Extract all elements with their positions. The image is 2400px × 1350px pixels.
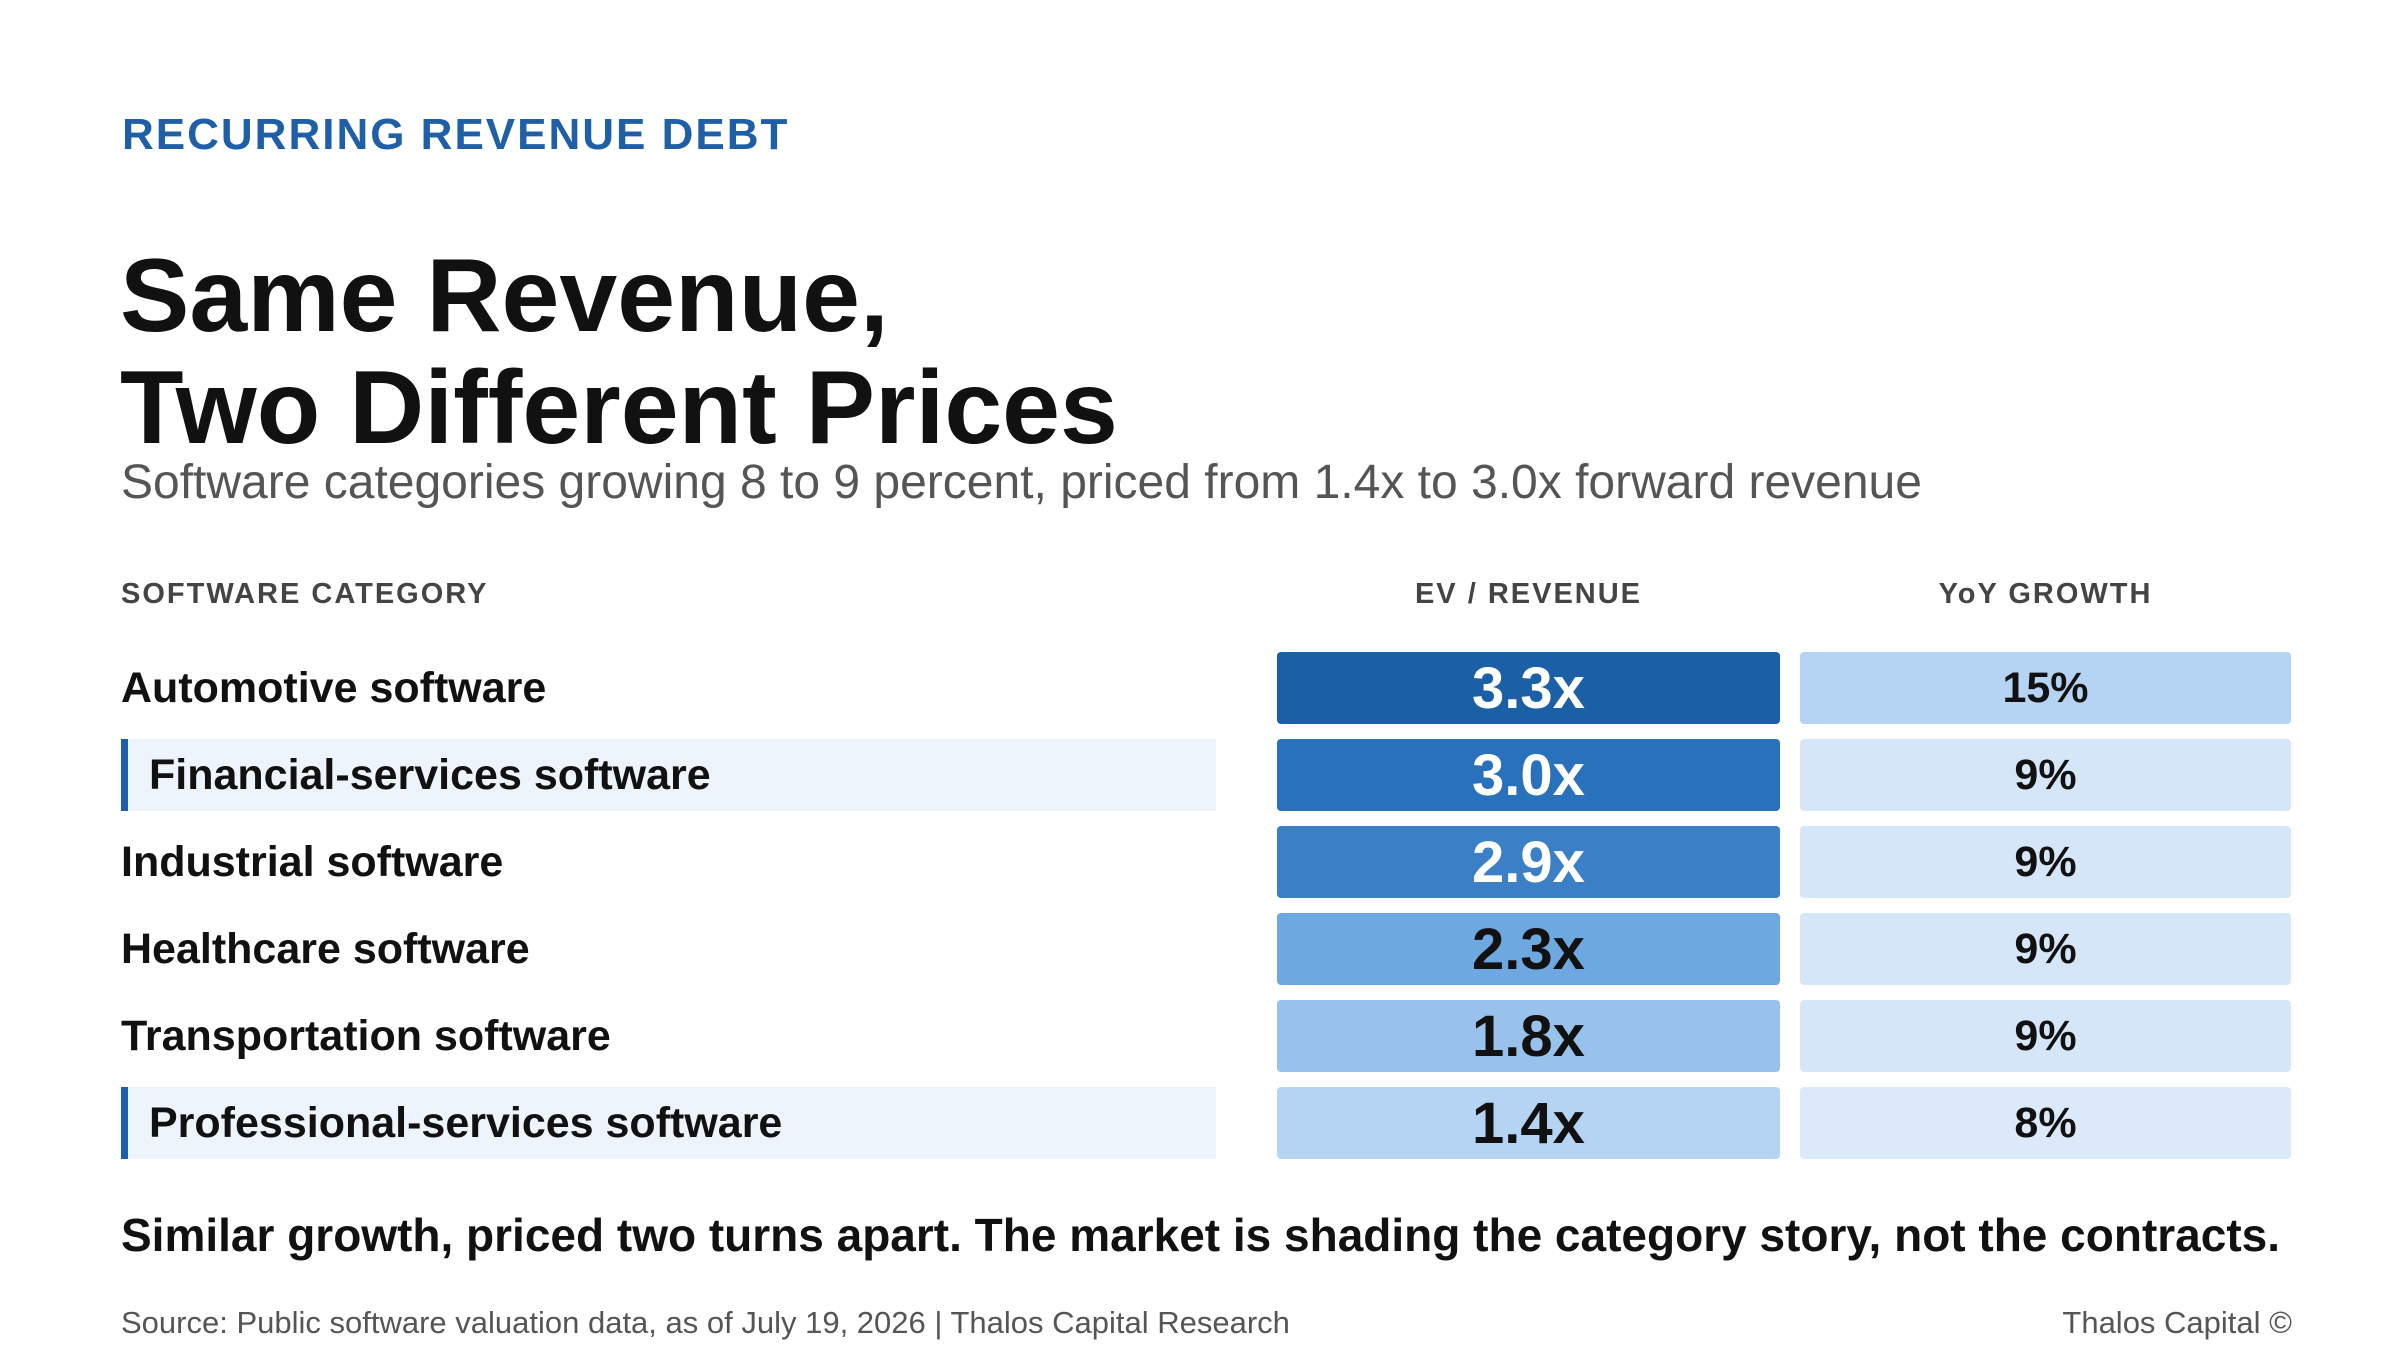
table-row: Transportation software 1.8x 9% — [0, 1000, 2400, 1072]
yoy-growth-cell: 9% — [1800, 1000, 2291, 1072]
source-note: Source: Public software valuation data, … — [121, 1305, 1290, 1340]
category-label: Healthcare software — [121, 924, 530, 973]
category-label: Automotive software — [121, 663, 547, 712]
yoy-growth-cell: 9% — [1800, 913, 2291, 985]
table-row: Professional-services software 1.4x 8% — [0, 1087, 2400, 1159]
title-line-1: Same Revenue, — [120, 238, 889, 354]
eyebrow-label: RECURRING REVENUE DEBT — [122, 110, 790, 159]
table-row: Financial-services software 3.0x 9% — [0, 739, 2400, 811]
ev-revenue-cell: 1.8x — [1277, 1000, 1780, 1072]
column-header-category: SOFTWARE CATEGORY — [121, 578, 489, 610]
column-header-ev-revenue: EV / REVENUE — [1414, 578, 1643, 610]
subtitle: Software categories growing 8 to 9 perce… — [121, 456, 1922, 509]
ev-revenue-cell: 1.4x — [1277, 1087, 1780, 1159]
table-row: Healthcare software 2.3x 9% — [0, 913, 2400, 985]
yoy-growth-cell: 8% — [1800, 1087, 2291, 1159]
category-label: Financial-services software — [121, 739, 1216, 811]
yoy-growth-cell: 9% — [1800, 826, 2291, 898]
yoy-growth-cell: 15% — [1800, 652, 2291, 724]
table-row: Automotive software 3.3x 15% — [0, 652, 2400, 724]
page-title: Same Revenue, Two Different Prices — [120, 240, 1118, 464]
category-label: Professional-services software — [121, 1087, 1216, 1159]
takeaway-text: Similar growth, priced two turns apart. … — [121, 1209, 2281, 1261]
ev-revenue-cell: 2.3x — [1277, 913, 1780, 985]
ev-revenue-cell: 2.9x — [1277, 826, 1780, 898]
yoy-growth-cell: 9% — [1800, 739, 2291, 811]
table-row: Industrial software 2.9x 9% — [0, 826, 2400, 898]
column-header-yoy-growth: YoY GROWTH — [1938, 578, 2153, 610]
ev-revenue-cell: 3.3x — [1277, 652, 1780, 724]
category-label: Industrial software — [121, 837, 504, 886]
ev-revenue-cell: 3.0x — [1277, 739, 1780, 811]
category-label: Transportation software — [121, 1011, 611, 1060]
title-line-2: Two Different Prices — [120, 350, 1118, 466]
brand-credit: Thalos Capital © — [2062, 1305, 2292, 1340]
